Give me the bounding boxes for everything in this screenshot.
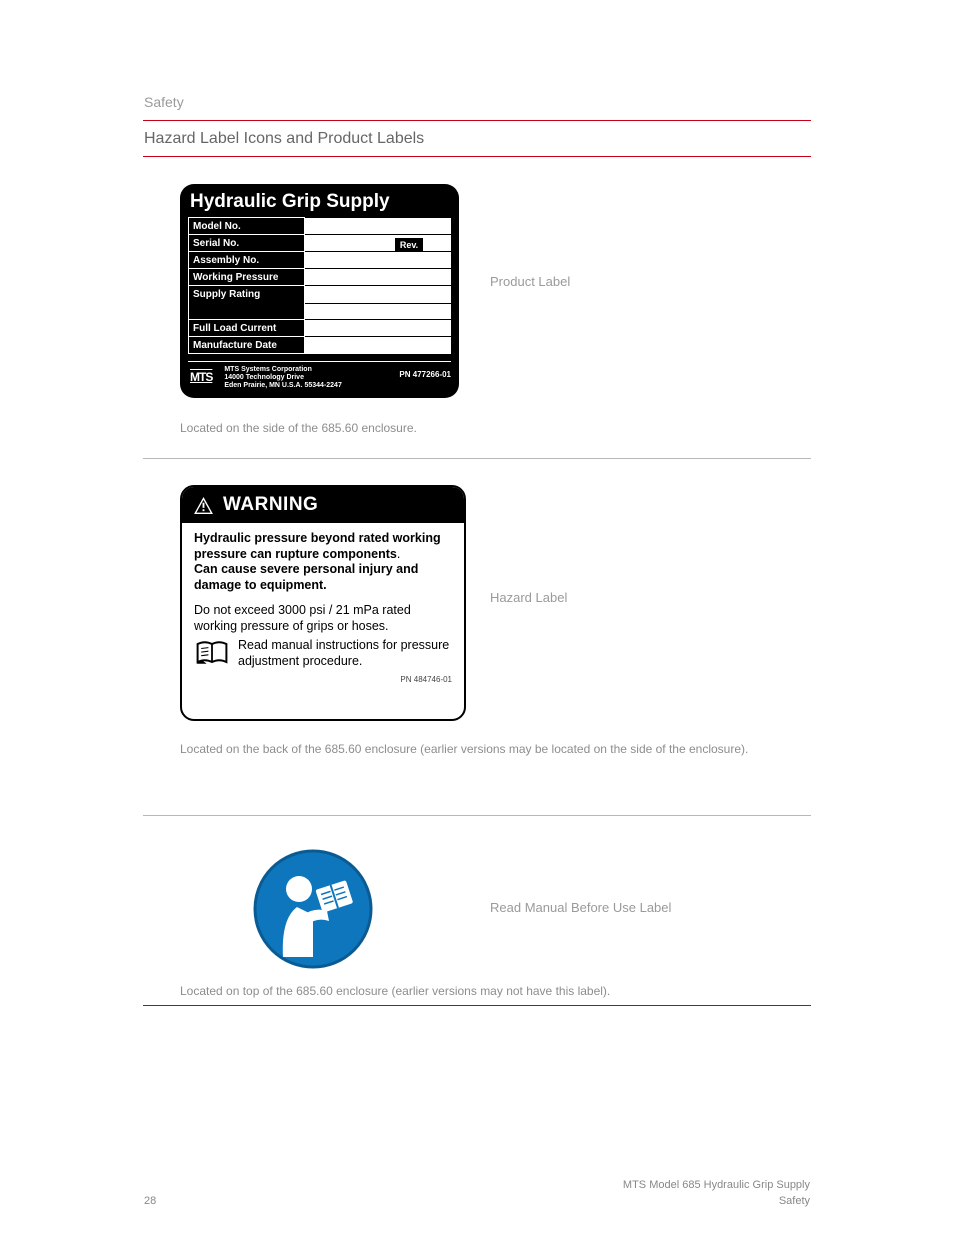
footer-section: Safety	[779, 1195, 810, 1207]
plate-row: Model No.	[188, 217, 451, 234]
warning-title: WARNING	[223, 494, 318, 516]
plate-row-value	[305, 268, 451, 285]
warning-header: WARNING	[182, 487, 464, 523]
rule-bottom	[143, 1005, 811, 1006]
page-title: Hazard Label Icons and Product Labels	[144, 131, 424, 147]
plate-row-value	[305, 285, 451, 319]
product-label-caption: Product Label	[490, 274, 570, 290]
footer-doc-title: MTS Model 685 Hydraulic Grip Supply	[623, 1179, 810, 1191]
page-number: 28	[144, 1195, 156, 1207]
plate-row-value	[305, 336, 451, 353]
warning-manual-text: Read manual instructions for pressure ad…	[238, 638, 452, 669]
pictogram-location: Located on top of the 685.60 enclosure (…	[180, 982, 784, 1000]
plate-row-value	[305, 251, 451, 268]
plate-row: Supply Rating	[188, 285, 451, 319]
plate-row: Assembly No.	[188, 251, 451, 268]
manual-book-icon	[194, 638, 230, 668]
product-label-location: Located on the side of the 685.60 enclos…	[180, 420, 417, 436]
read-manual-pictogram	[253, 849, 373, 969]
warning-manual-row: Read manual instructions for pressure ad…	[182, 638, 464, 675]
plate-rev-label: Rev.	[395, 238, 423, 252]
warning-body: Hydraulic pressure beyond rated working …	[182, 523, 464, 638]
plate-address: MTS Systems Corporation 14000 Technology…	[224, 366, 389, 390]
plate-addr-line: MTS Systems Corporation	[224, 366, 389, 374]
warning-label: WARNING Hydraulic pressure beyond rated …	[180, 485, 466, 721]
warning-caption: Hazard Label	[490, 590, 567, 606]
plate-row-label: Full Load Current	[188, 319, 305, 336]
product-label-plate: Hydraulic Grip Supply Model No.Serial No…	[180, 184, 459, 398]
plate-row-value	[305, 234, 451, 251]
rule-mid-1	[143, 458, 811, 459]
plate-addr-line: Eden Prairie, MN U.S.A. 55344-2247	[224, 382, 389, 390]
plate-row-label: Manufacture Date	[188, 336, 305, 353]
section-eyebrow: Safety	[144, 94, 184, 110]
rule-top	[143, 120, 811, 121]
plate-footer: MTS MTS Systems Corporation 14000 Techno…	[188, 361, 451, 390]
plate-row-label: Serial No.	[188, 234, 305, 251]
mts-logo-text: MTS	[188, 370, 214, 384]
plate-row-value	[305, 217, 451, 234]
plate-addr-line: 14000 Technology Drive	[224, 374, 389, 382]
rule-under-title	[143, 156, 811, 157]
plate-row-label: Assembly No.	[188, 251, 305, 268]
plate-row-value	[305, 319, 451, 336]
plate-row: Manufacture Date	[188, 336, 451, 353]
pictogram-caption: Read Manual Before Use Label	[490, 900, 671, 916]
warning-text: Do not exceed 3000 psi / 21 mPa rated wo…	[194, 603, 411, 633]
plate-part-number: PN 477266-01	[399, 370, 451, 379]
warning-triangle-icon	[194, 497, 213, 514]
plate-row-label: Model No.	[188, 217, 305, 234]
warning-bold-1: Hydraulic pressure beyond rated working …	[194, 531, 441, 561]
warning-location: Located on the back of the 685.60 enclos…	[180, 740, 784, 758]
plate-row-label: Working Pressure	[188, 268, 305, 285]
warning-part-number: PN 484746-01	[182, 675, 464, 690]
plate-title: Hydraulic Grip Supply	[190, 191, 390, 213]
warning-bold-2: Can cause severe personal injury and dam…	[194, 562, 418, 592]
rule-mid-2	[143, 815, 811, 816]
page: Safety Hazard Label Icons and Product La…	[0, 0, 954, 1235]
plate-row: Working Pressure	[188, 268, 451, 285]
plate-row: Full Load Current	[188, 319, 451, 336]
